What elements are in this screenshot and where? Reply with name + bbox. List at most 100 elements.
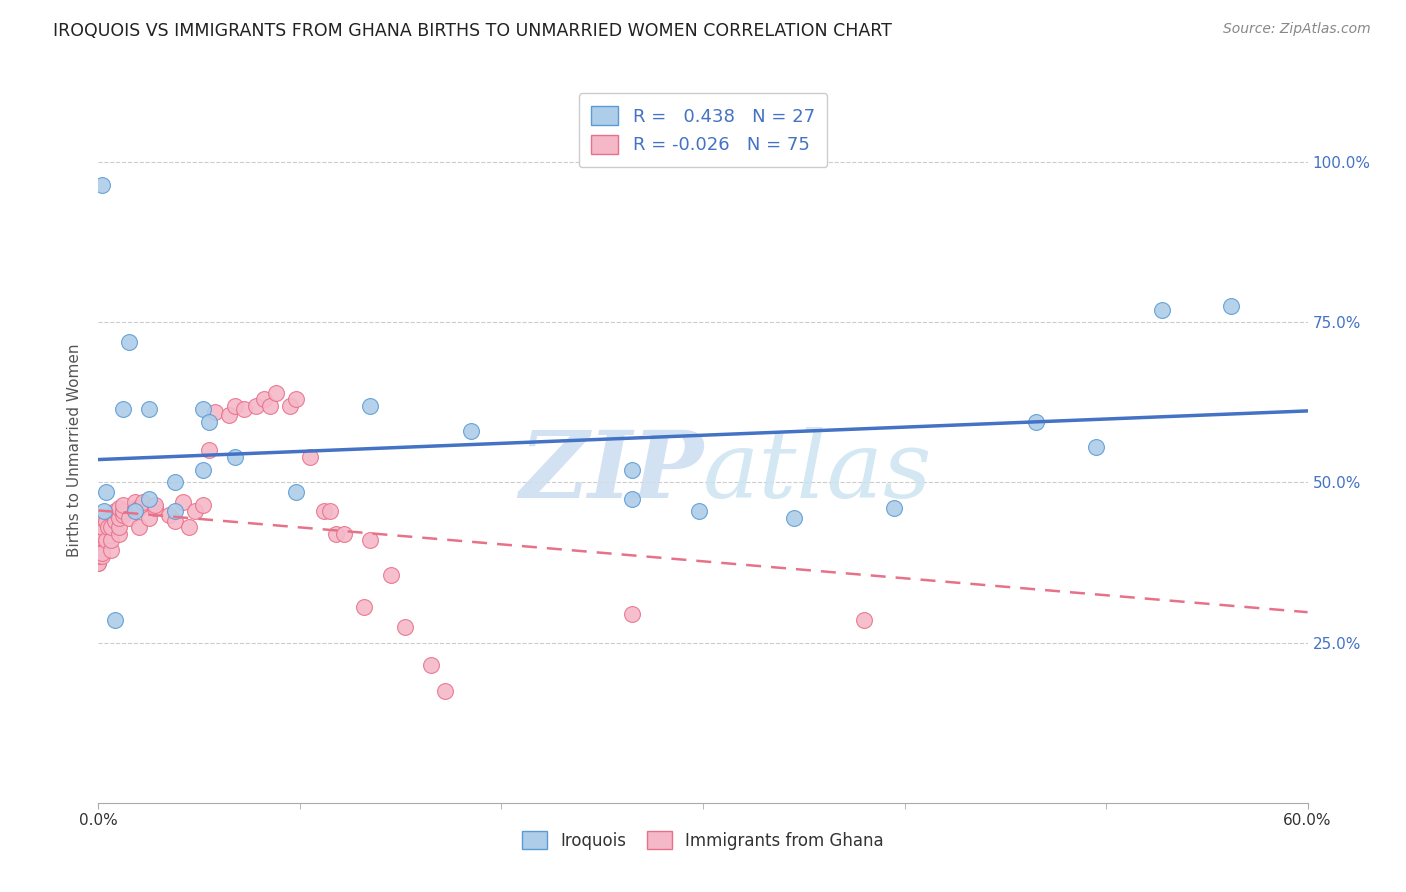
- Point: [91, 526, 114, 541]
- Point: [621, 463, 644, 477]
- Text: IROQUOIS VS IMMIGRANTS FROM GHANA BIRTHS TO UNMARRIED WOMEN CORRELATION CHART: IROQUOIS VS IMMIGRANTS FROM GHANA BIRTHS…: [53, 22, 893, 40]
- Point: [91, 178, 114, 192]
- Point: [118, 510, 141, 524]
- Point: [325, 526, 347, 541]
- Point: [232, 401, 254, 416]
- Point: [380, 568, 402, 582]
- Point: [87, 530, 110, 544]
- Point: [87, 546, 110, 560]
- Point: [198, 415, 221, 429]
- Point: [91, 546, 114, 560]
- Point: [172, 494, 194, 508]
- Point: [107, 501, 129, 516]
- Point: [143, 501, 166, 516]
- Point: [138, 401, 160, 416]
- Point: [87, 542, 110, 557]
- Text: Source: ZipAtlas.com: Source: ZipAtlas.com: [1223, 22, 1371, 37]
- Point: [111, 498, 134, 512]
- Point: [87, 542, 110, 557]
- Point: [163, 504, 186, 518]
- Point: [184, 504, 207, 518]
- Point: [224, 450, 246, 464]
- Point: [103, 514, 125, 528]
- Point: [100, 533, 122, 548]
- Point: [87, 530, 110, 544]
- Point: [91, 520, 114, 534]
- Point: [783, 510, 806, 524]
- Point: [138, 491, 160, 506]
- Point: [420, 658, 443, 673]
- Point: [253, 392, 276, 407]
- Point: [87, 520, 110, 534]
- Point: [278, 399, 301, 413]
- Point: [218, 409, 240, 423]
- Point: [111, 401, 134, 416]
- Point: [163, 514, 186, 528]
- Point: [87, 526, 110, 541]
- Point: [193, 463, 215, 477]
- Point: [87, 556, 110, 570]
- Point: [107, 520, 129, 534]
- Point: [93, 504, 115, 518]
- Point: [1220, 299, 1243, 313]
- Point: [157, 508, 180, 522]
- Text: ZIP: ZIP: [519, 426, 703, 516]
- Point: [1085, 440, 1108, 454]
- Point: [1152, 302, 1174, 317]
- Point: [853, 613, 876, 627]
- Point: [353, 600, 375, 615]
- Point: [1025, 415, 1047, 429]
- Point: [124, 494, 146, 508]
- Point: [204, 405, 226, 419]
- Point: [245, 399, 267, 413]
- Point: [124, 501, 146, 516]
- Point: [259, 399, 281, 413]
- Point: [118, 334, 141, 349]
- Point: [314, 504, 336, 518]
- Point: [434, 683, 457, 698]
- Point: [91, 549, 114, 564]
- Point: [621, 491, 644, 506]
- Point: [193, 401, 215, 416]
- Point: [163, 475, 186, 490]
- Point: [394, 619, 416, 633]
- Point: [284, 392, 307, 407]
- Point: [111, 504, 134, 518]
- Point: [100, 520, 122, 534]
- Point: [96, 485, 118, 500]
- Point: [107, 510, 129, 524]
- Point: [87, 524, 110, 538]
- Point: [96, 514, 118, 528]
- Point: [111, 508, 134, 522]
- Point: [138, 510, 160, 524]
- Text: atlas: atlas: [703, 426, 932, 516]
- Point: [96, 533, 118, 548]
- Point: [128, 501, 150, 516]
- Point: [621, 607, 644, 621]
- Point: [460, 424, 482, 438]
- Point: [107, 526, 129, 541]
- Point: [688, 504, 710, 518]
- Point: [360, 533, 382, 548]
- Point: [198, 443, 221, 458]
- Point: [193, 498, 215, 512]
- Point: [299, 450, 322, 464]
- Point: [883, 501, 905, 516]
- Point: [87, 540, 110, 554]
- Point: [143, 498, 166, 512]
- Point: [128, 520, 150, 534]
- Point: [91, 510, 114, 524]
- Point: [100, 542, 122, 557]
- Point: [87, 549, 110, 564]
- Point: [132, 494, 155, 508]
- Point: [224, 399, 246, 413]
- Point: [264, 385, 287, 400]
- Point: [97, 520, 120, 534]
- Point: [87, 533, 110, 548]
- Point: [87, 556, 110, 570]
- Point: [87, 514, 110, 528]
- Point: [179, 520, 201, 534]
- Y-axis label: Births to Unmarried Women: Births to Unmarried Women: [67, 343, 83, 558]
- Legend: Iroquois, Immigrants from Ghana: Iroquois, Immigrants from Ghana: [515, 822, 891, 858]
- Point: [333, 526, 356, 541]
